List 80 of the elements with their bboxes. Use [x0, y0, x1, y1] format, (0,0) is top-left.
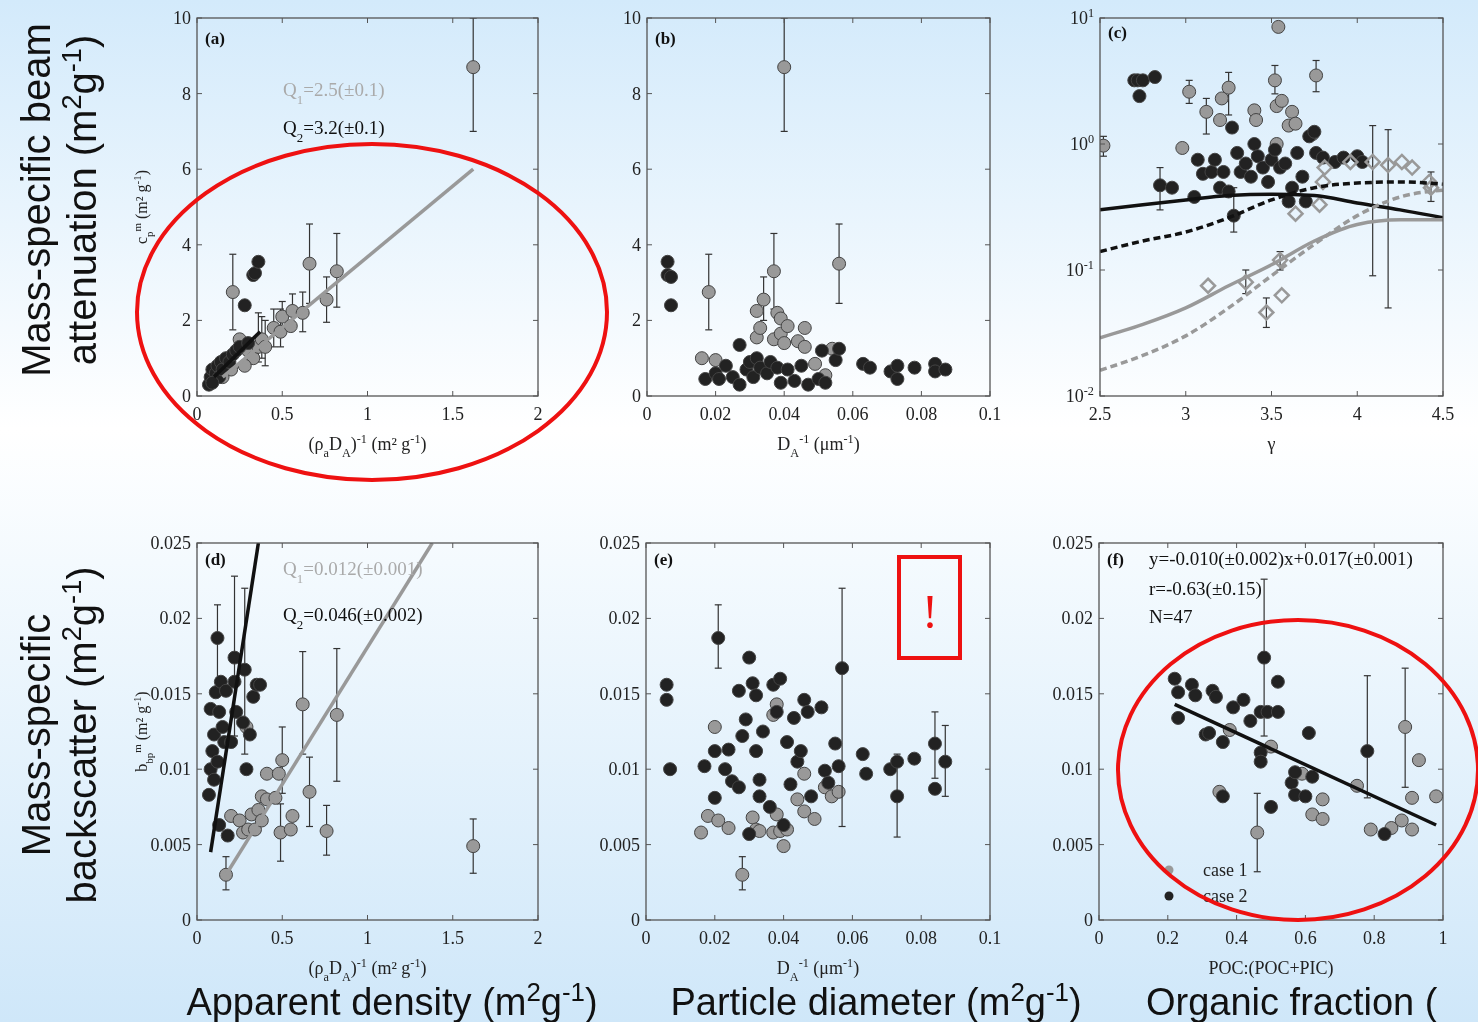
y-tick-label: 0.005	[150, 834, 191, 855]
x-tick-label: 1.5	[441, 404, 464, 424]
y-tick-label: 4	[632, 234, 641, 255]
annotation: N=47	[1149, 606, 1193, 627]
y-tick-label: 0.015	[599, 683, 640, 704]
y-tick-label: 10$^{0}$	[1069, 132, 1094, 154]
y-tick-label: 0	[1084, 910, 1093, 930]
annotation: (b)	[655, 29, 676, 48]
y-tick-label: 2	[182, 310, 191, 331]
x-tick-label: 1	[1438, 928, 1448, 948]
y-tick-label: 0.02	[1061, 608, 1093, 629]
y-tick-label: 0	[631, 910, 640, 930]
x-tick-label: 0.08	[905, 404, 938, 424]
legend-label: case 1	[1203, 860, 1248, 880]
x-tick-label: 3	[1181, 404, 1191, 424]
text: (ρ$_{a}$D$_{A}$)$^{-1}$ (m² g$^{-1}$)	[308, 956, 427, 984]
x-tick-label: 0.02	[699, 928, 731, 948]
y-tick-label: 10$^{-1}$	[1065, 258, 1094, 280]
x-tick-label: 0.08	[905, 928, 937, 948]
y-tick-label: 2	[632, 310, 641, 331]
y-tick-label: 0.005	[1052, 834, 1093, 855]
y-tick-label: 0.025	[150, 533, 191, 553]
x-tick-label: 2.5	[1088, 404, 1112, 424]
annotation: Q$_{2}$=0.046(±0.002)	[283, 604, 423, 632]
y-tick-label: 10$^{-2}$	[1065, 384, 1094, 406]
y-tick-label: 6	[632, 159, 641, 180]
y-tick-label: 10	[623, 8, 641, 28]
y-tick-label: 0.01	[608, 759, 640, 780]
x-tick-label: 0.06	[837, 404, 869, 424]
y-tick-label: 0	[182, 386, 191, 406]
annotation: Q$_{2}$=3.2(±0.1)	[283, 117, 385, 145]
x-tick-label: 0.5	[271, 928, 294, 948]
y-tick-label: 8	[182, 83, 191, 104]
x-tick-label: 0.8	[1362, 928, 1386, 948]
x-tick-label: 1.5	[441, 928, 464, 948]
y-tick-label: 0.025	[1052, 533, 1093, 553]
annotation: !	[922, 585, 938, 638]
x-tick-label: 4	[1352, 404, 1362, 424]
x-tick-label: 0.04	[768, 404, 800, 424]
y-tick-label: 0.02	[159, 608, 191, 629]
y-tick-label: 0	[632, 386, 641, 406]
y-tick-label: 0.015	[1052, 683, 1093, 704]
y-tick-label: 0.01	[159, 759, 191, 780]
y-tick-label: 0.02	[608, 608, 640, 629]
x-axis-title: D$_{A}$$^{-1}$ (μm$^{-1}$)	[777, 432, 860, 460]
y-tick-label: 0	[182, 910, 191, 930]
x-tick-label: 0.04	[767, 928, 800, 948]
x-tick-label: 1	[363, 404, 372, 424]
y-tick-label: 0.005	[599, 834, 640, 855]
text: (ρ$_{a}$D$_{A}$)$^{-1}$ (m² g$^{-1}$)	[308, 432, 427, 460]
x-axis-title: POC:(POC+PIC)	[1208, 958, 1334, 979]
annotation: (f)	[1107, 550, 1124, 569]
x-tick-label: 1	[363, 928, 372, 948]
annotation: (e)	[654, 550, 673, 569]
annotation: y=-0.010(±0.002)x+0.017(±0.001)	[1149, 548, 1413, 570]
y-tick-label: 10	[173, 8, 191, 28]
x-tick-label: 0.06	[836, 928, 869, 948]
y-tick-label: 8	[632, 83, 641, 104]
y-tick-label: 6	[182, 159, 191, 180]
x-tick-label: 2	[533, 928, 543, 948]
y-tick-label: 10$^{1}$	[1069, 6, 1094, 28]
annotation: Q$_{1}$=2.5(±0.1)	[283, 79, 385, 107]
annotation: (a)	[205, 29, 225, 48]
x-tick-label: 0.1	[978, 928, 1002, 948]
annotation: (c)	[1108, 23, 1127, 42]
x-axis-title: γ	[1266, 434, 1276, 454]
x-tick-label: 3.5	[1260, 404, 1283, 424]
x-tick-label: 0.2	[1156, 928, 1180, 948]
x-tick-label: 0.1	[978, 404, 1002, 424]
x-tick-label: 0.6	[1294, 928, 1317, 948]
x-tick-label: 0.5	[271, 404, 294, 424]
y-tick-label: 4	[182, 234, 191, 255]
annotation: (d)	[205, 550, 226, 569]
annotation: r=-0.63(±0.15)	[1149, 578, 1262, 600]
x-tick-label: 4.5	[1431, 404, 1455, 424]
y-tick-label: 0.01	[1061, 759, 1093, 780]
x-tick-label: 0.02	[699, 404, 732, 424]
y-tick-label: 0.025	[599, 533, 640, 553]
x-tick-label: 2	[533, 404, 543, 424]
x-tick-label: 0.4	[1225, 928, 1248, 948]
